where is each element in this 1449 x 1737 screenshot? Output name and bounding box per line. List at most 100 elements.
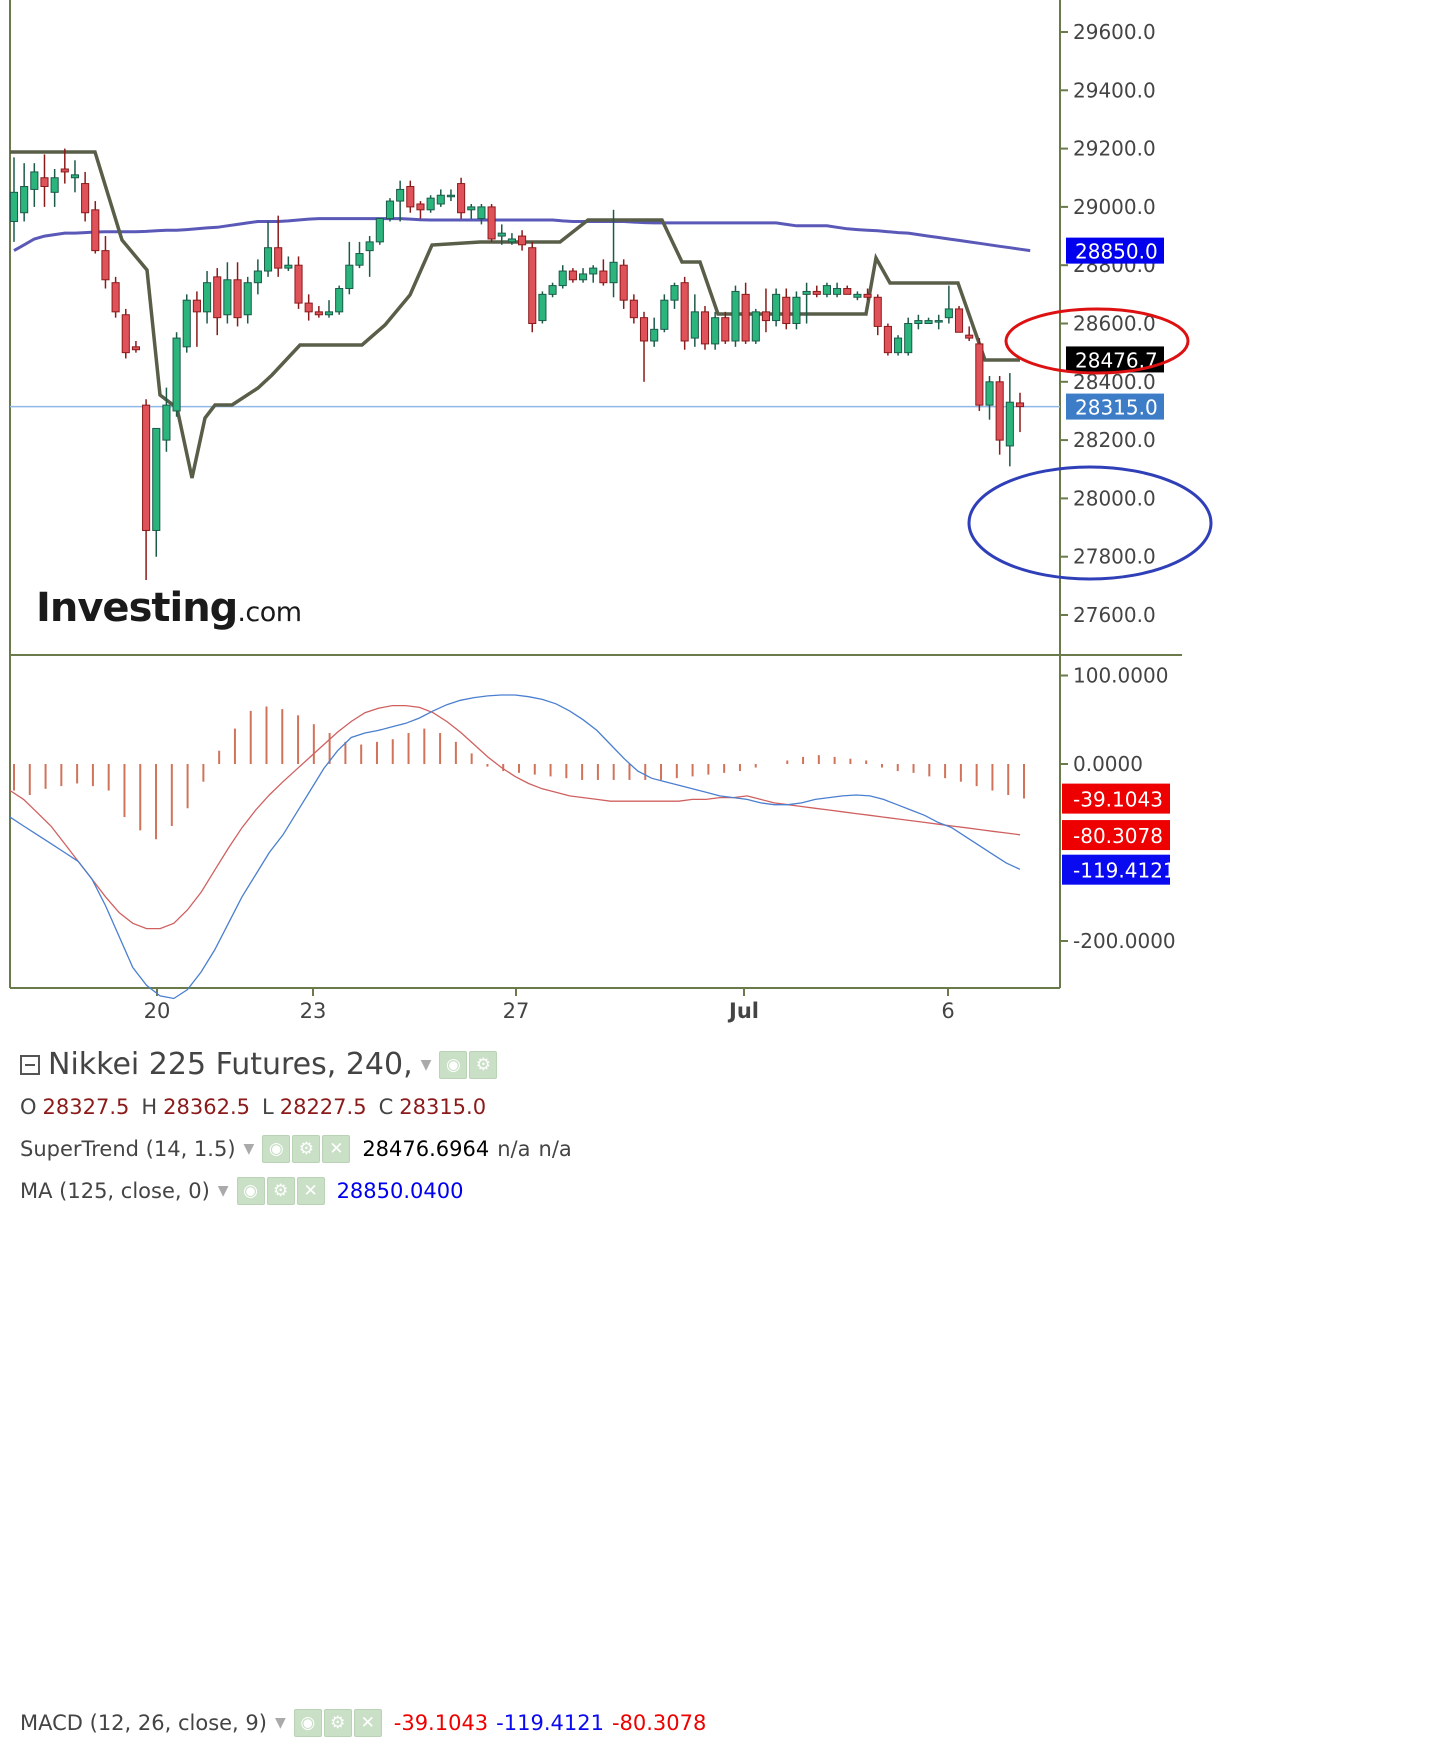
candle-body — [91, 209, 100, 252]
candle-body — [263, 247, 273, 272]
ma-line — [13, 217, 1031, 253]
candle — [812, 285, 821, 298]
collapse-icon[interactable] — [20, 1054, 40, 1075]
candle — [162, 387, 171, 452]
candle — [731, 285, 740, 347]
candle — [568, 268, 577, 283]
gear-icon[interactable]: ⚙ — [469, 1050, 498, 1079]
chevron-down-icon[interactable]: ▼ — [243, 1141, 255, 1157]
candle — [934, 314, 943, 330]
candle-body — [629, 299, 638, 319]
legend-title-row: Nikkei 225 Futures, 240, ▼ ◉ ⚙ — [20, 1047, 498, 1082]
candle-body — [497, 232, 506, 237]
candle-body — [761, 311, 771, 322]
gear-icon[interactable]: ⚙ — [292, 1135, 321, 1163]
candle — [50, 169, 59, 207]
candle — [711, 311, 720, 350]
eye-icon[interactable]: ◉ — [293, 1709, 322, 1737]
candle — [131, 340, 140, 353]
candle — [284, 256, 293, 272]
candle — [487, 203, 496, 242]
candle-body — [1005, 401, 1014, 447]
candle-body — [60, 168, 69, 173]
chevron-down-icon[interactable]: ▼ — [217, 1183, 229, 1199]
candle-body — [223, 279, 232, 316]
candle-body — [975, 343, 984, 406]
candle — [741, 282, 750, 344]
candle-body — [345, 264, 354, 290]
macd-legend: MACD (12, 26, close, 9) ▼ ◉ ⚙ ✕ -39.1043… — [20, 1709, 706, 1737]
close-icon[interactable]: ✕ — [322, 1135, 351, 1163]
candle — [304, 294, 313, 321]
candle-body — [294, 264, 303, 304]
price-tick-label: 29400.0 — [1073, 78, 1156, 102]
candle-body — [20, 185, 29, 214]
candle-body — [385, 200, 395, 220]
candle — [253, 259, 262, 295]
chevron-down-icon[interactable]: ▼ — [420, 1056, 432, 1073]
candle-body — [548, 285, 557, 295]
candle-body — [538, 293, 547, 322]
eye-icon[interactable]: ◉ — [439, 1050, 468, 1079]
candle — [416, 201, 425, 219]
candle — [863, 288, 872, 301]
candle-body — [721, 317, 730, 342]
candle-body — [965, 334, 974, 339]
candle — [446, 189, 456, 202]
candle — [192, 291, 201, 347]
candle-body — [101, 250, 110, 281]
gear-icon[interactable]: ⚙ — [323, 1709, 352, 1737]
symbol-title: Nikkei 225 Futures, 240, — [48, 1047, 413, 1082]
candle-body — [680, 282, 689, 342]
candle — [91, 201, 100, 254]
eye-icon[interactable]: ◉ — [262, 1135, 291, 1163]
candle-body — [863, 293, 872, 298]
chevron-down-icon[interactable]: ▼ — [274, 1715, 286, 1731]
close-icon[interactable]: ✕ — [353, 1709, 382, 1737]
candle — [182, 294, 191, 353]
candle-body — [142, 404, 151, 531]
candle — [1015, 392, 1025, 433]
candle — [9, 157, 19, 242]
logo-main-text: Investing — [36, 585, 238, 631]
close-icon[interactable]: ✕ — [296, 1177, 325, 1205]
candle — [843, 285, 852, 295]
candle-body — [172, 337, 181, 412]
candle — [894, 335, 903, 356]
candle-body — [335, 288, 344, 313]
eye-icon[interactable]: ◉ — [236, 1177, 265, 1205]
candle-body — [954, 308, 964, 333]
ohlc-row: O 28327.5 H 28362.5 L 28227.5 C 28315.0 — [20, 1095, 486, 1119]
candle — [81, 171, 90, 222]
candle-body — [284, 264, 293, 269]
macd-tick-label: -200.0000 — [1073, 929, 1176, 953]
candle — [497, 224, 506, 245]
candle-body — [639, 317, 649, 342]
price-tick-label: 27800.0 — [1073, 545, 1156, 569]
candle-body — [985, 381, 994, 406]
candle — [772, 288, 781, 327]
gear-icon[interactable]: ⚙ — [266, 1177, 295, 1205]
ohlc-high-value: 28362.5 — [163, 1095, 251, 1119]
candle — [152, 427, 161, 557]
macd-line-price-label-bg — [1062, 854, 1170, 885]
candle — [853, 291, 862, 301]
candle — [924, 317, 933, 324]
ma-legend: MA (125, close, 0) ▼ ◉ ⚙ ✕ 28850.0400 — [20, 1177, 464, 1205]
macd-tick-label: 0.0000 — [1073, 752, 1143, 776]
candle-body — [81, 183, 90, 214]
candle — [233, 262, 242, 327]
candle — [518, 230, 527, 251]
candle-body — [9, 191, 19, 222]
candle — [70, 160, 80, 193]
candle — [263, 221, 273, 277]
candle — [822, 282, 831, 298]
candle-body — [274, 247, 283, 269]
candle — [101, 236, 110, 289]
candle-body — [914, 320, 923, 324]
candle — [914, 314, 923, 330]
ohlc-high-label: H — [141, 1095, 158, 1119]
ma-price-label-bg — [1066, 237, 1164, 264]
macd-line-price-label: -119.4121 — [1073, 859, 1176, 883]
candle-body — [192, 299, 201, 313]
